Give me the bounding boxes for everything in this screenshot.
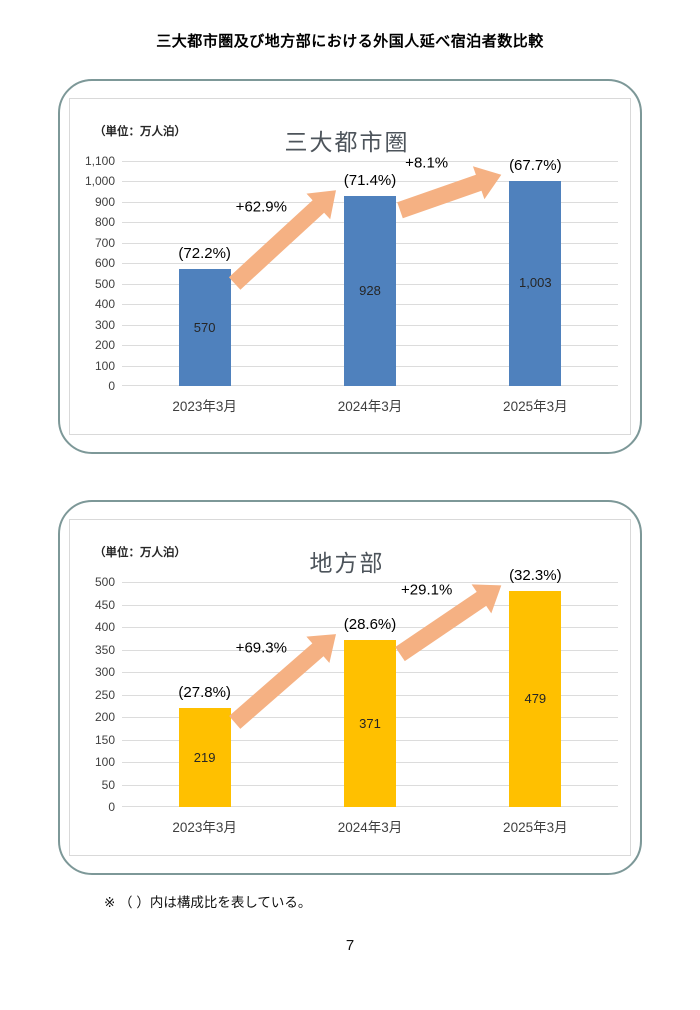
gridline xyxy=(122,582,618,583)
x-axis-label: 2023年3月 xyxy=(172,399,237,414)
y-tick-label: 900 xyxy=(94,194,115,209)
page-title: 三大都市圏及び地方部における外国人延べ宿泊者数比較 xyxy=(156,33,544,50)
bar-value-label: 479 xyxy=(524,691,547,707)
y-tick-label: 0 xyxy=(108,800,115,814)
y-tick-label: 600 xyxy=(94,256,115,271)
chart-header-regional: （単位：万人泊） 地方部 xyxy=(76,534,618,582)
y-tick-label: 200 xyxy=(94,338,115,353)
gridline xyxy=(122,627,618,628)
y-tick-label: 400 xyxy=(94,620,115,634)
chart-title-metro: 三大都市圏 xyxy=(284,129,410,155)
y-tick-label: 100 xyxy=(94,755,115,769)
share-label: (67.7%) xyxy=(509,156,562,174)
chart-title-regional: 地方部 xyxy=(309,550,385,576)
gridline xyxy=(122,181,618,183)
bar xyxy=(509,180,562,386)
plot-area-metro: 570 (72.2%) 2023年3月 928 (71.4%) 2024年3月 1,003 (… xyxy=(122,154,618,414)
bar xyxy=(178,708,231,807)
y-tick-label: 0 xyxy=(108,379,115,393)
footnote: ※ （ ）内は構成比を表している。 xyxy=(104,895,312,910)
bar xyxy=(344,640,396,807)
share-label: (32.3%) xyxy=(509,567,562,585)
bar xyxy=(178,269,231,386)
y-tick-label: 300 xyxy=(94,665,115,679)
x-axis-label: 2024年3月 xyxy=(337,399,403,414)
y-tick-label: 700 xyxy=(94,235,115,250)
unit-label: （単位：万人泊） xyxy=(94,547,186,559)
plot-row: 0 100 200 300 400 500 600 700 800 900 1,000 1,100 5… xyxy=(76,154,618,414)
y-tick-label: 500 xyxy=(94,276,115,291)
y-axis: 0 50 100 150 200 250 300 350 400 450 500 xyxy=(76,575,122,814)
growth-rate-label: +8.1% xyxy=(405,154,449,171)
y-axis: 0 100 200 300 400 500 600 700 800 900 1,000 1,100 xyxy=(76,154,122,393)
share-label: (72.2%) xyxy=(178,245,231,263)
gridline xyxy=(122,604,618,606)
chart-card-regional: （単位：万人泊） 地方部 0 50 100 150 200 250 300 350 400 450… xyxy=(58,500,642,875)
unit-label: （単位：万人泊） xyxy=(94,126,186,138)
share-label: (27.8%) xyxy=(178,684,231,702)
share-label: (28.6%) xyxy=(343,616,397,634)
y-tick-label: 1,000 xyxy=(84,174,115,189)
y-tick-label: 150 xyxy=(94,732,115,747)
y-tick-label: 200 xyxy=(94,710,115,724)
x-axis-label: 2025年3月 xyxy=(503,399,568,414)
plot-area-regional: 219 (27.8%) 2023年3月 371 (28.6%) 2024年3月 479 (32… xyxy=(122,567,618,835)
x-axis-label: 2025年3月 xyxy=(503,820,568,835)
gridline xyxy=(122,161,618,162)
y-tick-label: 450 xyxy=(94,597,115,612)
growth-rate-label: +29.1% xyxy=(401,581,453,599)
share-label: (71.4%) xyxy=(343,172,397,190)
bar-value-label: 928 xyxy=(359,283,381,299)
growth-rate-label: +69.3% xyxy=(235,639,287,657)
y-tick-label: 400 xyxy=(94,297,115,312)
y-tick-label: 350 xyxy=(94,642,115,657)
bar xyxy=(509,591,562,807)
x-axis-label: 2023年3月 xyxy=(172,820,237,835)
growth-rate-label: +62.9% xyxy=(235,198,287,216)
y-tick-label: 300 xyxy=(94,317,115,332)
chart-frame-regional: （単位：万人泊） 地方部 0 50 100 150 200 250 300 350 400 450… xyxy=(69,519,631,856)
bar-value-label: 219 xyxy=(193,749,216,765)
bar-value-label: 570 xyxy=(193,319,216,335)
chart-card-metro: （単位：万人泊） 三大都市圏 0 100 200 300 400 500 600 700 800… xyxy=(58,79,642,454)
bar xyxy=(344,196,396,386)
chart-frame-metro: （単位：万人泊） 三大都市圏 0 100 200 300 400 500 600 700 800… xyxy=(69,98,631,435)
chart-header-metro: （単位：万人泊） 三大都市圏 xyxy=(76,113,618,161)
y-tick-label: 250 xyxy=(94,687,115,702)
y-tick-label: 800 xyxy=(94,215,115,230)
page-number: 7 xyxy=(345,937,355,954)
plot-row: 0 50 100 150 200 250 300 350 400 450 500 219 (27.8%… xyxy=(76,567,618,835)
growth-arrow-icon xyxy=(397,166,502,219)
bar-value-label: 1,003 xyxy=(519,275,552,291)
y-tick-label: 50 xyxy=(101,777,115,792)
y-tick-label: 100 xyxy=(94,358,115,373)
bar-value-label: 371 xyxy=(359,715,381,731)
y-tick-label: 500 xyxy=(94,575,115,589)
y-tick-label: 1,100 xyxy=(84,154,115,168)
x-axis-label: 2024年3月 xyxy=(337,820,403,835)
